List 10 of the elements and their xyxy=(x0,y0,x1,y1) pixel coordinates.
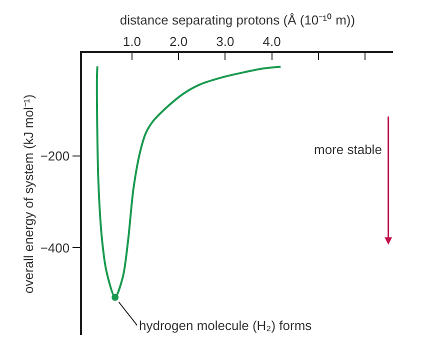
x-tick-label: 1.0 xyxy=(122,34,141,50)
x-tick-label: 2.0 xyxy=(169,34,188,50)
y-tick-label: −200 xyxy=(40,148,70,164)
annotation: hydrogen molecule (H₂) forms xyxy=(139,318,312,333)
y-axis-title: overall energy of system (kJ mol⁻¹) xyxy=(20,94,36,294)
x-tick-label: 4.0 xyxy=(262,34,281,50)
y-tick-label: −400 xyxy=(40,240,70,256)
annotation: more stable xyxy=(314,142,382,157)
x-axis-title: distance separating protons (Å (10⁻¹⁰ m)) xyxy=(120,12,356,28)
x-tick-label: 3.0 xyxy=(216,34,234,50)
